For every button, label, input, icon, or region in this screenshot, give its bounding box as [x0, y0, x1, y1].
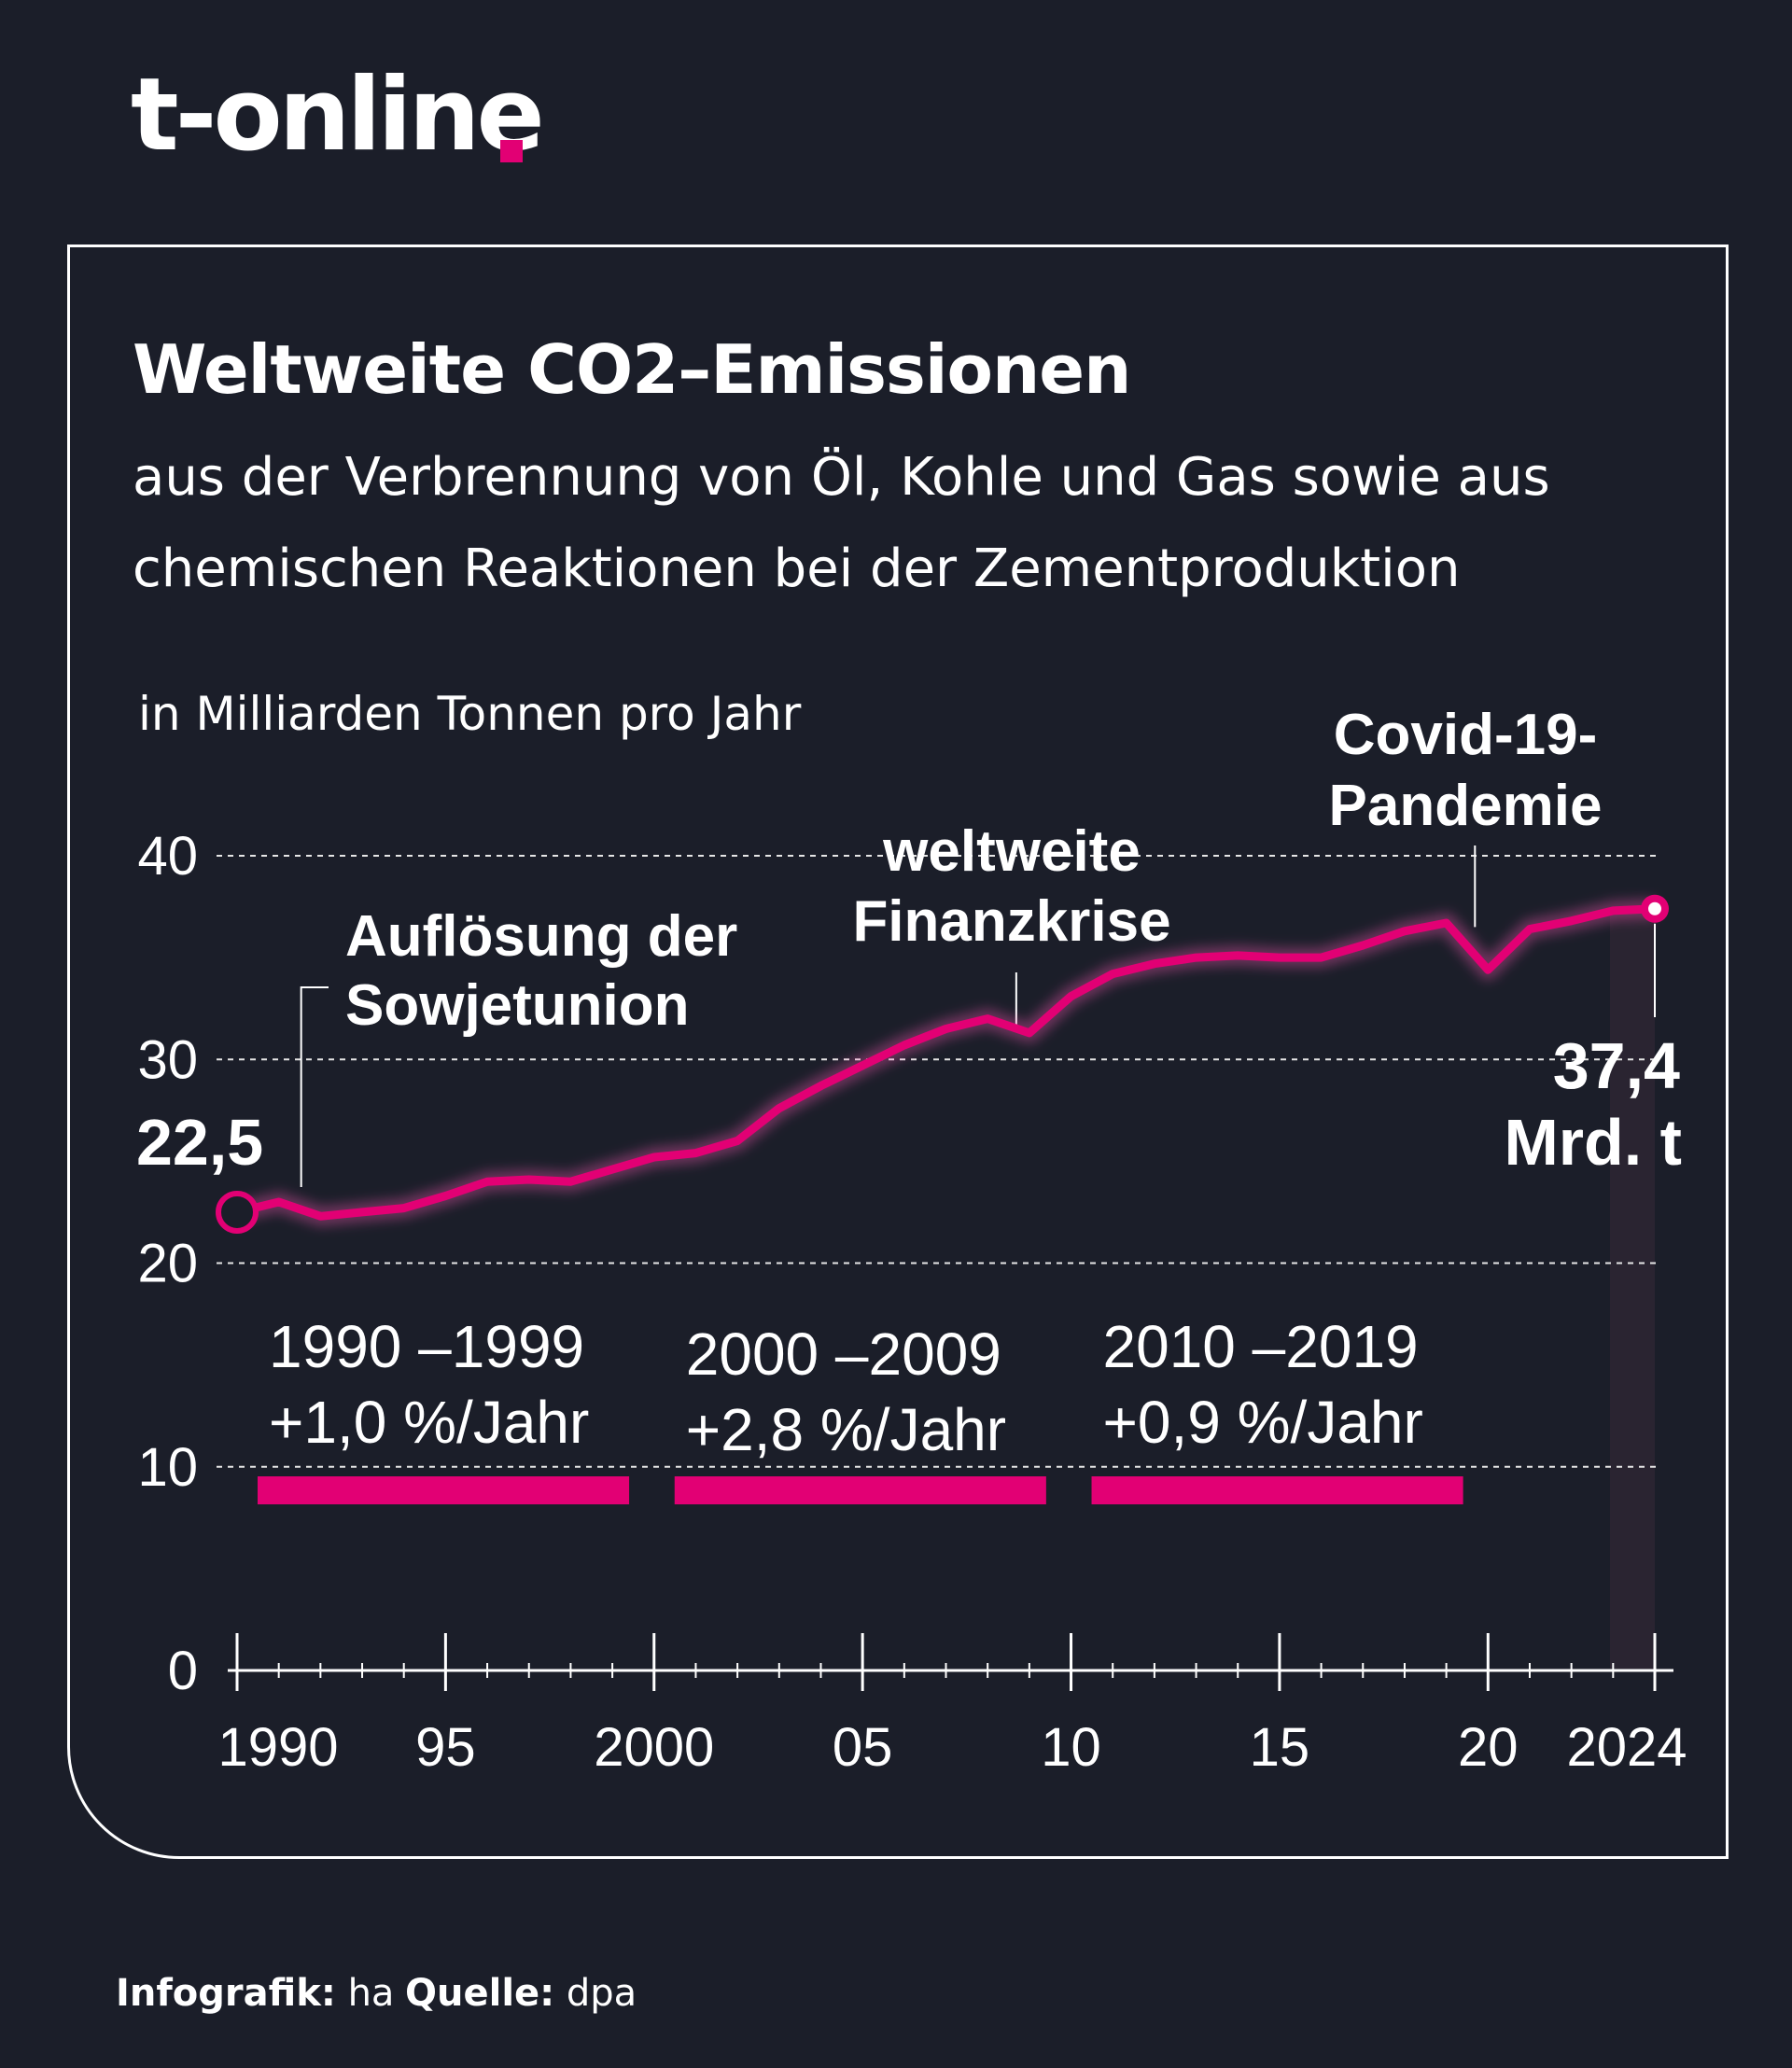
annotation-2-line2: Finanzkrise	[852, 889, 1170, 954]
data-point-2006	[901, 1041, 907, 1048]
data-point-2021	[1526, 926, 1533, 932]
period-rate-2: +2,8 %/Jahr	[686, 1396, 1006, 1463]
x-tick-label-1990: 1990	[217, 1717, 338, 1778]
brand-logo: t-online	[131, 57, 545, 174]
data-point-2001	[693, 1150, 699, 1156]
data-point-2008	[985, 1015, 991, 1022]
x-tick-label-1995: 95	[415, 1717, 476, 1778]
credit-value: ha	[347, 1972, 395, 2015]
period-range-2: 2000 –2009	[686, 1320, 1001, 1388]
series-layer	[216, 894, 1669, 1234]
credit-label: Infografik:	[116, 1972, 336, 2015]
x-axis: 1990 95 2000 05 10 15 20 2024	[217, 1633, 1687, 1778]
grid-layer: 0 10 20 30 40	[137, 826, 1657, 1701]
data-point-2016	[1318, 955, 1324, 961]
data-point-2013	[1193, 955, 1199, 961]
start-value-label: 22,5	[136, 1106, 263, 1179]
end-value-label: 37,4	[1553, 1029, 1680, 1102]
x-tick-label-2005: 05	[833, 1717, 893, 1778]
annotation-1-line1: Auflösung der	[345, 904, 737, 969]
y-tick-label-30: 30	[137, 1029, 198, 1090]
y-tick-label-0: 0	[168, 1641, 198, 1701]
period-bar-1	[258, 1476, 630, 1504]
data-point-1999	[609, 1167, 616, 1173]
footer-source: Quelle: dpa	[405, 1975, 637, 2012]
x-tick-label-2015: 15	[1250, 1717, 1310, 1778]
data-point-2005	[860, 1062, 866, 1069]
data-point-1993	[359, 1209, 366, 1215]
period-layer: 1990 –1999 +1,0 %/Jahr 2000 –2009 +2,8 %/Ja…	[258, 1313, 1463, 1504]
end-unit-label: Mrd. t	[1504, 1106, 1682, 1179]
data-point-2003	[776, 1105, 782, 1111]
end-marker-center	[1648, 901, 1661, 915]
start-marker	[216, 1190, 259, 1234]
data-point-2020	[1485, 967, 1491, 973]
period-rate-3: +0,9 %/Jahr	[1103, 1389, 1423, 1456]
data-point-1994	[400, 1205, 407, 1211]
y-tick-label-40: 40	[137, 826, 198, 887]
source-label: Quelle:	[405, 1972, 555, 2015]
y-tick-label-10: 10	[137, 1437, 198, 1498]
data-point-2018	[1401, 928, 1407, 934]
annotation-3-line1: Covid-19-	[1334, 703, 1597, 767]
data-point-1992	[317, 1213, 324, 1220]
data-point-1996	[484, 1179, 491, 1185]
data-point-1991	[275, 1199, 282, 1206]
source-value: dpa	[566, 1972, 637, 2015]
footer-credit: Infografik: ha	[116, 1975, 394, 2012]
chart-subtitle-line1: aus der Verbrennung von Öl, Kohle und Ga…	[133, 447, 1550, 508]
annotation-leader-1	[300, 986, 329, 1188]
data-point-2022	[1568, 917, 1575, 924]
data-point-1997	[525, 1177, 532, 1183]
logo-dot-icon	[500, 140, 523, 162]
data-point-2023	[1610, 907, 1617, 914]
chart-frame	[67, 245, 1729, 1859]
period-bar-2	[674, 1476, 1046, 1504]
annotation-2-line1: weltweite	[882, 819, 1141, 884]
data-point-2009	[1026, 1029, 1032, 1036]
period-bar-3	[1091, 1476, 1463, 1504]
annotation-3-line2: Pandemie	[1329, 774, 1603, 838]
data-point-2002	[735, 1138, 741, 1144]
data-point-2019	[1443, 920, 1449, 927]
data-point-2007	[943, 1026, 949, 1032]
data-point-2011	[1110, 971, 1116, 977]
data-point-1998	[567, 1179, 574, 1185]
chart-title: Weltweite CO2–Emissionen	[133, 330, 1131, 409]
x-tick-label-2020: 20	[1458, 1717, 1519, 1778]
period-range-3: 2010 –2019	[1103, 1313, 1419, 1380]
data-point-2004	[818, 1083, 824, 1089]
data-point-2017	[1360, 943, 1366, 949]
data-point-2015	[1276, 955, 1282, 961]
data-point-2014	[1235, 952, 1241, 958]
x-tick-label-2024: 2024	[1566, 1717, 1687, 1778]
unit-label: in Milliarden Tonnen pro Jahr	[138, 687, 802, 741]
x-tick-label-2010: 10	[1041, 1717, 1101, 1778]
data-point-2012	[1151, 960, 1157, 967]
period-range-1: 1990 –1999	[269, 1313, 584, 1380]
y-tick-label-20: 20	[137, 1234, 198, 1294]
last-year-highlight	[1610, 908, 1655, 1670]
period-rate-1: +1,0 %/Jahr	[269, 1389, 589, 1456]
data-point-2010	[1068, 993, 1074, 999]
chart-subtitle-line2: chemischen Reaktionen bei der Zementprod…	[133, 538, 1461, 599]
data-point-1995	[442, 1193, 449, 1199]
annotation-1-line2: Sowjetunion	[345, 973, 690, 1038]
x-tick-label-2000: 2000	[594, 1717, 714, 1778]
data-point-2000	[651, 1154, 657, 1161]
